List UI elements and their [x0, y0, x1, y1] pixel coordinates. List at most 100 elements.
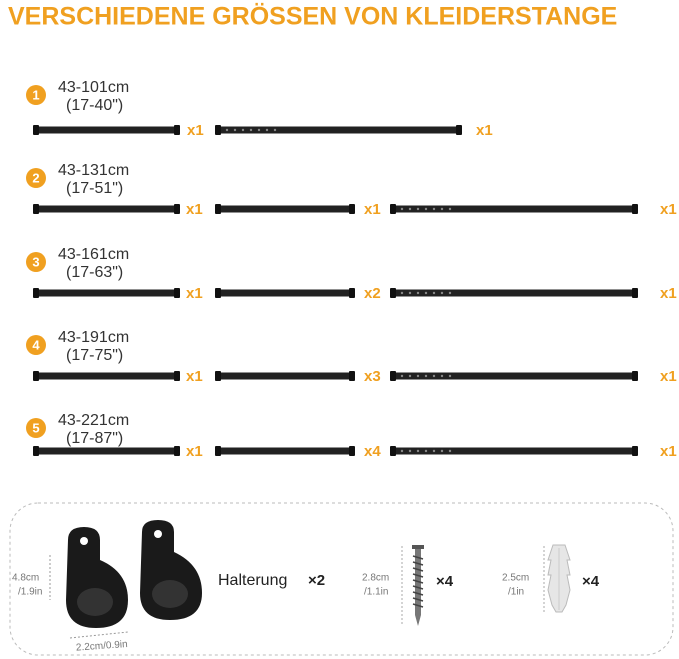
rod-body	[390, 447, 638, 455]
rod	[33, 446, 180, 456]
size-inches: (17-87")	[66, 430, 123, 447]
anchor-quantity: ×4	[582, 573, 600, 590]
rod-hole	[448, 374, 452, 378]
rod-body	[215, 205, 355, 213]
rod-cap	[390, 371, 396, 381]
rod-hole	[400, 374, 404, 378]
rod-hole	[416, 449, 420, 453]
rod	[33, 288, 180, 298]
rod-hole	[432, 374, 436, 378]
rod-cap	[33, 288, 39, 298]
rod-hole	[273, 128, 277, 132]
rod-hole	[448, 207, 452, 211]
rod-cap	[174, 446, 180, 456]
rod-cap	[215, 288, 221, 298]
rod-cap	[215, 371, 221, 381]
rod-cap	[390, 204, 396, 214]
rod-cap	[349, 204, 355, 214]
part-quantity: x1	[364, 201, 381, 218]
rod-cap	[632, 288, 638, 298]
rod-cap	[174, 288, 180, 298]
size-length: 43-221cm	[58, 412, 129, 429]
size-number: 4	[32, 337, 40, 352]
anchor-height-in: /1in	[508, 587, 524, 598]
rod-hole	[448, 449, 452, 453]
rod-cap	[174, 204, 180, 214]
rod-cap	[456, 125, 462, 135]
rod-cap	[33, 371, 39, 381]
part-quantity: x2	[364, 285, 381, 302]
anchor-height-cm: 2.5cm	[502, 573, 529, 584]
rod-body	[33, 447, 180, 455]
rod-cap	[174, 371, 180, 381]
rod	[215, 125, 462, 135]
rod-hole	[440, 374, 444, 378]
anchor-icon	[543, 544, 571, 613]
screw-height-in: /1.1in	[364, 587, 388, 598]
rod-cap	[33, 204, 39, 214]
rod-hole	[241, 128, 245, 132]
size-inches: (17-63")	[66, 264, 123, 281]
rod-cap	[632, 371, 638, 381]
size-number: 1	[32, 87, 39, 102]
size-inches: (17-40")	[66, 97, 123, 114]
rod-body	[390, 205, 638, 213]
rod-hole	[225, 128, 229, 132]
rod	[390, 288, 638, 298]
screw-icon	[401, 545, 424, 626]
part-quantity: x1	[186, 443, 203, 460]
rod-hole	[432, 207, 436, 211]
rod	[33, 204, 180, 214]
rod	[33, 371, 180, 381]
size-inches: (17-51")	[66, 180, 123, 197]
rod-body	[33, 205, 180, 213]
rod-hole	[400, 207, 404, 211]
screw-quantity: ×4	[436, 573, 454, 590]
rod-body	[215, 372, 355, 380]
rod	[215, 446, 355, 456]
size-inches: (17-75")	[66, 347, 123, 364]
size-length: 43-191cm	[58, 329, 129, 346]
rod	[390, 371, 638, 381]
rod-cap	[632, 446, 638, 456]
rod-cap	[215, 204, 221, 214]
part-quantity: x3	[364, 368, 381, 385]
rod-cap	[174, 125, 180, 135]
rod-hole	[448, 291, 452, 295]
part-quantity: x1	[660, 368, 677, 385]
number-badge	[26, 418, 46, 438]
bracket-width: 2.2cm/0.9in	[76, 639, 128, 654]
part-quantity: x1	[186, 368, 203, 385]
part-quantity: x1	[476, 122, 493, 139]
rod-hole	[416, 374, 420, 378]
rod	[390, 446, 638, 456]
part-quantity: x1	[660, 443, 677, 460]
rod-cap	[349, 446, 355, 456]
part-quantity: x1	[186, 201, 203, 218]
rod-hole	[424, 291, 428, 295]
rod-body	[33, 126, 180, 134]
bracket-label: Halterung	[218, 572, 287, 589]
size-number: 3	[32, 254, 39, 269]
number-badge	[26, 252, 46, 272]
rod-hole	[233, 128, 237, 132]
rod-cap	[349, 371, 355, 381]
rod-hole	[408, 291, 412, 295]
rod	[215, 371, 355, 381]
rod-body	[390, 289, 638, 297]
rod-hole	[257, 128, 261, 132]
rod-body	[33, 372, 180, 380]
rod-hole	[265, 128, 269, 132]
bracket-height-in: /1.9in	[18, 587, 42, 598]
rod-hole	[408, 207, 412, 211]
rod-hole	[408, 374, 412, 378]
rod	[215, 288, 355, 298]
number-badge	[26, 85, 46, 105]
rod-hole	[432, 449, 436, 453]
size-length: 43-131cm	[58, 162, 129, 179]
rod-body	[215, 289, 355, 297]
rod-hole	[424, 374, 428, 378]
rod-hole	[400, 291, 404, 295]
number-badge	[26, 168, 46, 188]
